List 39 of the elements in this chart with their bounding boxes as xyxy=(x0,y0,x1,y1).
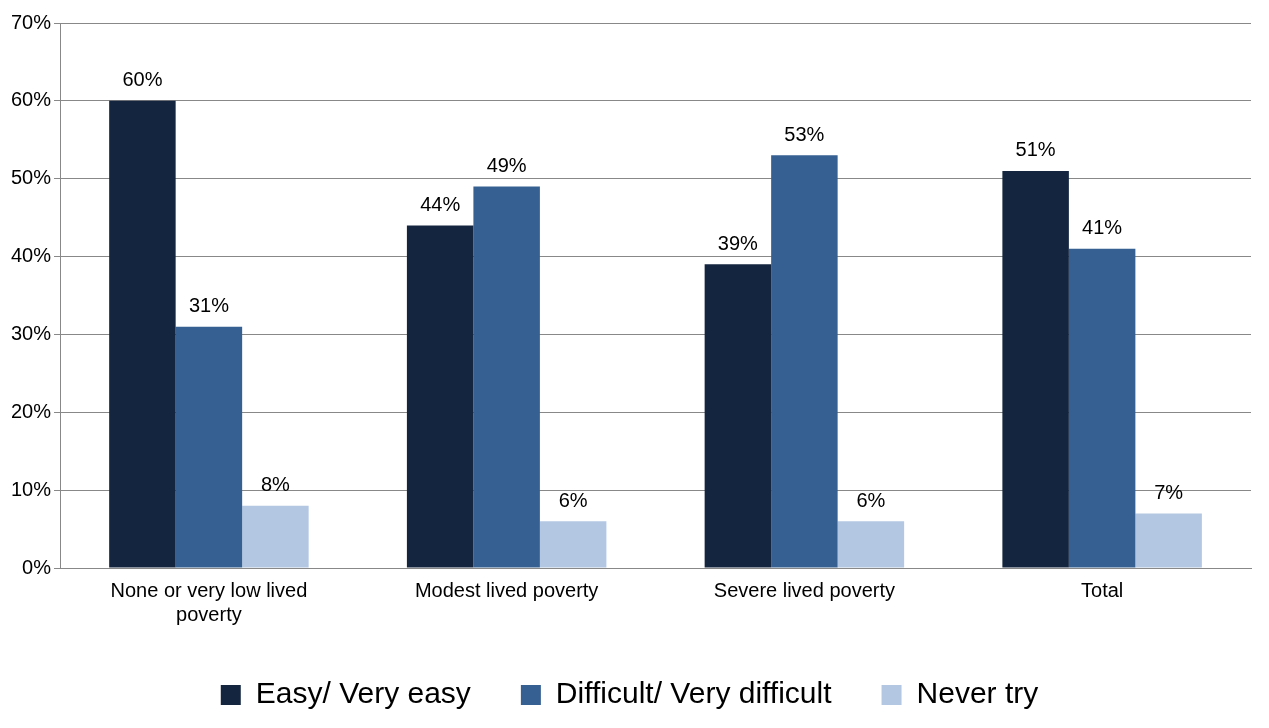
data-label: 53% xyxy=(784,122,825,145)
y-tick-label: 10% xyxy=(11,477,52,500)
data-label: 51% xyxy=(1015,138,1056,161)
y-tick-label: 20% xyxy=(11,399,52,422)
data-label: 44% xyxy=(420,192,461,215)
legend-label: Easy/ Very easy xyxy=(255,676,471,710)
data-label: 49% xyxy=(486,154,527,177)
x-tick-label: None or very low lived poverty xyxy=(110,578,308,625)
data-label: 31% xyxy=(188,294,230,317)
bar xyxy=(837,521,905,568)
x-tick-label: Modest lived poverty xyxy=(414,578,599,601)
data-label: 7% xyxy=(1154,481,1184,504)
bar xyxy=(1002,170,1069,568)
x-tick-label: Total xyxy=(1081,578,1124,601)
data-label: 6% xyxy=(856,488,886,511)
y-tick-label: 50% xyxy=(11,166,52,189)
y-tick-label: 0% xyxy=(22,555,52,578)
data-label: 6% xyxy=(558,488,588,511)
data-label: 39% xyxy=(717,231,759,254)
y-tick-label: 70% xyxy=(11,10,52,33)
bar xyxy=(704,264,772,568)
bar xyxy=(1135,513,1202,568)
x-tick-label: Severe lived poverty xyxy=(713,578,895,601)
data-label: 41% xyxy=(1082,216,1123,239)
y-tick-label: 60% xyxy=(11,88,52,111)
bar xyxy=(1068,248,1136,568)
bar xyxy=(175,326,243,568)
bar xyxy=(109,100,176,568)
data-label: 8% xyxy=(260,473,291,496)
y-tick-label: 40% xyxy=(11,244,52,267)
bar xyxy=(473,186,540,568)
legend-label: Never try xyxy=(916,676,1039,710)
bar xyxy=(406,225,474,568)
bar xyxy=(771,155,838,568)
data-label: 60% xyxy=(122,68,163,91)
legend-label: Difficult/ Very difficult xyxy=(555,676,833,710)
bar xyxy=(539,521,607,568)
y-tick-label: 30% xyxy=(11,321,52,344)
bar xyxy=(242,505,309,568)
